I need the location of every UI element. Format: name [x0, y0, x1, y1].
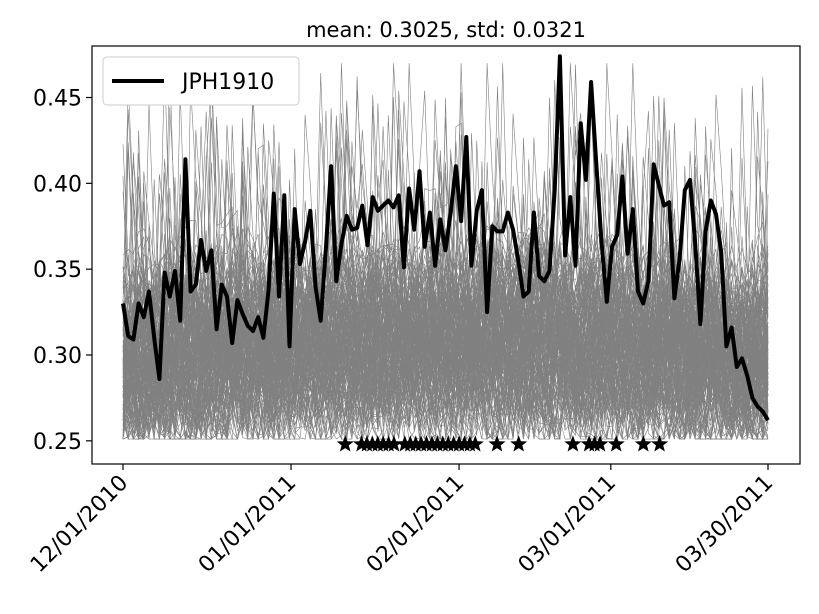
background-series-line — [122, 124, 769, 410]
star-marker — [510, 435, 528, 452]
x-tick-label: 01/01/2011 — [194, 471, 301, 578]
background-series-line — [122, 172, 769, 441]
y-tick-label: 0.25 — [33, 430, 82, 455]
legend: JPH1910 — [102, 56, 300, 106]
legend-box — [102, 56, 300, 106]
background-series-line — [122, 176, 769, 395]
y-axis: 0.25 0.30 0.35 0.40 0.45 — [33, 86, 92, 455]
plot-frame — [91, 45, 801, 465]
x-tick-label: 02/01/2011 — [362, 471, 469, 578]
x-axis: 12/01/2010 01/01/2011 02/01/2011 03/01/2011… — [26, 464, 778, 578]
y-tick-label: 0.40 — [33, 172, 82, 197]
star-marker — [564, 435, 582, 452]
star-marker — [336, 435, 354, 452]
series-line-jph1910 — [121, 54, 770, 422]
background-series-group — [122, 63, 769, 441]
chart-title: mean: 0.3025, std: 0.0321 — [306, 18, 586, 42]
y-tick-label: 0.30 — [33, 344, 82, 369]
y-tick-label: 0.45 — [33, 86, 82, 111]
background-series-line — [122, 120, 769, 370]
background-series-line — [122, 243, 769, 420]
background-series-line — [122, 115, 769, 381]
star-marker — [466, 435, 484, 452]
background-series-line — [122, 141, 769, 441]
x-tick-label: 12/01/2010 — [26, 471, 133, 578]
star-marker — [385, 435, 403, 452]
star-markers — [336, 435, 669, 452]
star-marker — [651, 435, 669, 452]
x-tick-label: 03/01/2011 — [514, 471, 621, 578]
legend-label: JPH1910 — [180, 70, 274, 95]
star-marker — [591, 435, 609, 452]
background-series-line — [122, 283, 769, 433]
star-marker — [488, 435, 506, 452]
y-tick-label: 0.35 — [33, 258, 82, 283]
background-series-line — [122, 104, 769, 364]
background-series-line — [122, 159, 769, 401]
star-marker — [634, 435, 652, 452]
star-marker — [607, 435, 625, 452]
background-series-line — [122, 170, 769, 440]
x-tick-label: 03/30/2011 — [671, 471, 778, 578]
